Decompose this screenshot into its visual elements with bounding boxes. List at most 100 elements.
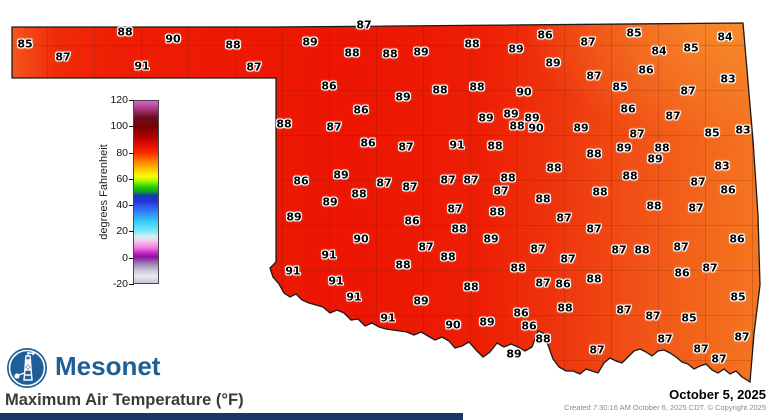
colorbar-gradient <box>133 100 159 284</box>
station-value: 84 <box>651 44 667 58</box>
station-value: 88 <box>117 25 133 39</box>
station-value: 87 <box>55 50 71 64</box>
station-value: 86 <box>321 79 337 93</box>
station-value: 88 <box>395 258 411 272</box>
station-value: 86 <box>521 319 537 333</box>
station-value: 86 <box>729 232 745 246</box>
station-value: 84 <box>717 30 733 44</box>
station-value: 89 <box>524 111 540 125</box>
colorbar-tick-label: 120 <box>110 94 128 106</box>
station-value: 86 <box>404 214 420 228</box>
station-value: 87 <box>680 84 696 98</box>
station-value: 88 <box>622 169 638 183</box>
mesonet-wordmark: Mesonet <box>55 351 161 381</box>
station-value: 87 <box>629 127 645 141</box>
station-value: 91 <box>380 311 396 325</box>
station-value: 87 <box>690 175 706 189</box>
station-value: 86 <box>720 183 736 197</box>
station-value: 88 <box>451 222 467 236</box>
station-value: 88 <box>535 332 551 346</box>
date-block: October 5, 2025 Created 7:30:16 AM Octob… <box>564 387 766 412</box>
station-value: 87 <box>493 184 509 198</box>
station-value: 89 <box>647 152 663 166</box>
station-value: 88 <box>276 117 292 131</box>
station-value: 89 <box>322 195 338 209</box>
station-value: 87 <box>402 180 418 194</box>
colorbar-tick-mark <box>129 205 134 207</box>
station-value: 86 <box>293 174 309 188</box>
station-value: 85 <box>730 290 746 304</box>
station-value: 85 <box>704 126 720 140</box>
station-value: 89 <box>573 121 589 135</box>
created-timestamp: Created 7:30:16 AM October 6, 2025 CDT. … <box>564 403 766 412</box>
station-value: 89 <box>413 45 429 59</box>
station-value: 87 <box>398 140 414 154</box>
station-value: 87 <box>693 342 709 356</box>
station-value: 88 <box>654 141 670 155</box>
station-value: 87 <box>560 252 576 266</box>
mesonet-logo-icon <box>6 347 48 389</box>
station-value: 85 <box>683 41 699 55</box>
station-value: 87 <box>246 60 262 74</box>
station-value: 89 <box>545 56 561 70</box>
station-value: 87 <box>535 276 551 290</box>
station-value: 87 <box>611 243 627 257</box>
station-value: 88 <box>344 46 360 60</box>
colorbar-tick-label: -20 <box>112 278 128 290</box>
station-value: 88 <box>432 83 448 97</box>
station-value: 91 <box>328 274 344 288</box>
station-value: 88 <box>225 38 241 52</box>
station-value: 86 <box>620 102 636 116</box>
station-value: 88 <box>500 171 516 185</box>
station-value: 87 <box>665 109 681 123</box>
station-value: 90 <box>445 318 461 332</box>
colorbar-unit-label: degrees Fahrenheit <box>98 144 110 240</box>
map-date: October 5, 2025 <box>669 387 766 402</box>
page-title: Maximum Air Temperature (°F) <box>5 391 244 409</box>
station-value: 90 <box>528 121 544 135</box>
station-value: 87 <box>616 303 632 317</box>
station-value: 87 <box>463 173 479 187</box>
station-value: 88 <box>510 261 526 275</box>
station-value: 88 <box>586 272 602 286</box>
station-value: 85 <box>612 80 628 94</box>
colorbar-tick-mark <box>129 126 134 128</box>
station-value: 89 <box>616 141 632 155</box>
station-value: 83 <box>720 72 736 86</box>
station-value: 86 <box>555 277 571 291</box>
colorbar-tick-mark <box>129 257 134 259</box>
colorbar-tick-label: 40 <box>116 199 128 212</box>
station-value: 88 <box>464 37 480 51</box>
colorbar-tick-label: 80 <box>116 146 128 159</box>
colorbar-tick-label: 20 <box>116 225 128 238</box>
station-value: 85 <box>626 26 642 40</box>
station-value: 87 <box>326 120 342 134</box>
station-value: 87 <box>530 242 546 256</box>
station-value: 91 <box>321 248 337 262</box>
station-value: 88 <box>535 192 551 206</box>
station-value: 89 <box>413 294 429 308</box>
station-value: 88 <box>509 119 525 133</box>
colorbar-tick-label: 60 <box>116 172 128 185</box>
station-value: 87 <box>645 309 661 323</box>
station-value: 87 <box>688 201 704 215</box>
station-value: 89 <box>395 90 411 104</box>
station-value: 89 <box>508 42 524 56</box>
station-value: 88 <box>586 147 602 161</box>
station-value: 88 <box>351 187 367 201</box>
station-value: 89 <box>286 210 302 224</box>
station-value: 90 <box>353 232 369 246</box>
station-value: 85 <box>17 37 33 51</box>
station-value: 89 <box>478 111 494 125</box>
station-value: 83 <box>735 123 751 137</box>
colorbar-tick-label: 100 <box>110 120 128 133</box>
station-value: 87 <box>440 173 456 187</box>
station-value: 88 <box>489 205 505 219</box>
station-value: 89 <box>503 107 519 121</box>
station-value: 87 <box>734 330 750 344</box>
station-value: 91 <box>285 264 301 278</box>
station-value: 86 <box>638 63 654 77</box>
station-value: 87 <box>376 176 392 190</box>
colorbar-tick-mark <box>129 231 134 233</box>
